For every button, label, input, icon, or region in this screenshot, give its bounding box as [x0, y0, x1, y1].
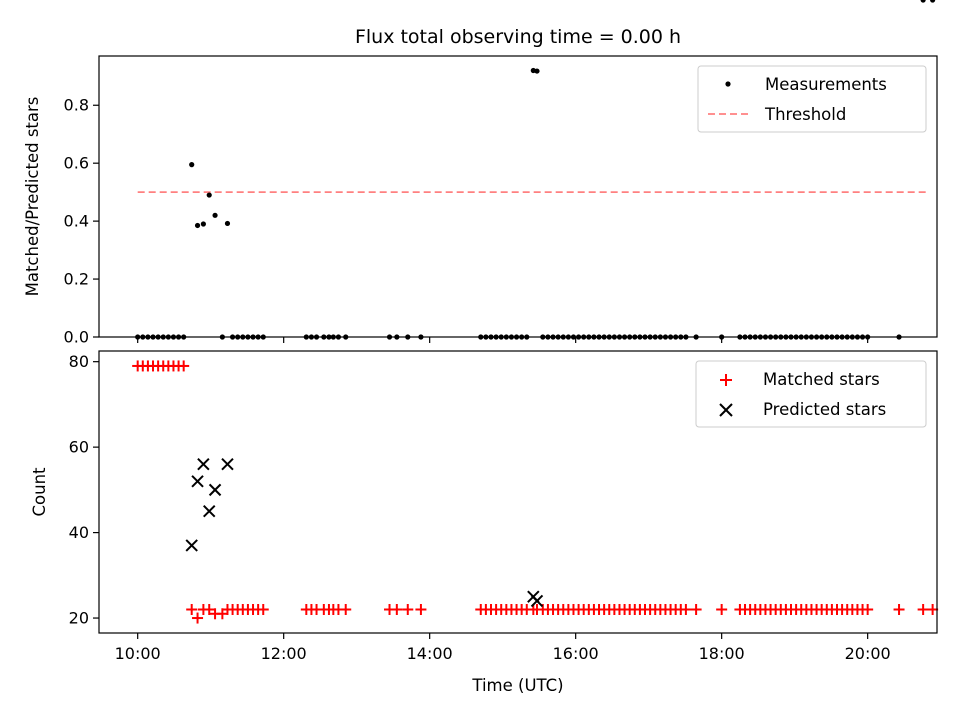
- y-tick-label: 40: [69, 523, 89, 542]
- x-tick-label: 20:00: [845, 644, 891, 663]
- matched-stars-point: [178, 360, 190, 372]
- matched-stars-point: [192, 612, 204, 624]
- matched-stars-point: [917, 604, 929, 615]
- y-tick-label: 20: [69, 609, 89, 628]
- panel-top-x-ticks: [137, 337, 869, 343]
- panel-top-legend: Measurements Threshold: [697, 65, 927, 133]
- legend-top-box: [697, 65, 927, 133]
- legend-matched-marker: [720, 374, 732, 386]
- predicted-stars-point: [185, 539, 198, 552]
- panel-bottom-y-ticks: 20 40 60 80: [69, 352, 99, 628]
- predicted-stars-point: [221, 458, 234, 471]
- matched-stars-point: [862, 604, 874, 615]
- x-tick-label: 10:00: [115, 644, 161, 663]
- matched-stars-point: [186, 604, 198, 615]
- panel-top-frame: [98, 55, 938, 338]
- matched-stars-point: [716, 604, 728, 615]
- y-tick-label: 60: [69, 438, 89, 457]
- x-tick-label: 12:00: [261, 644, 307, 663]
- measurement-point: [200, 221, 206, 227]
- predicted-stars-point: [197, 458, 210, 471]
- panel-bottom-marks: [132, 360, 939, 624]
- predicted-stars-point: [208, 483, 222, 497]
- measurement-point: [930, 0, 936, 3]
- y-tick-label: 0.2: [64, 270, 89, 289]
- panel-bottom-frame: [98, 350, 938, 634]
- measurement-point: [212, 212, 218, 218]
- measurement-point: [224, 220, 231, 227]
- y-tick-label: 0.6: [64, 154, 89, 173]
- matched-stars-point: [402, 604, 414, 615]
- panel-bottom-ylabel: Count: [30, 467, 49, 517]
- matched-stars-point: [203, 604, 215, 615]
- y-tick-label: 0.8: [64, 96, 89, 115]
- predicted-stars-point: [203, 505, 216, 518]
- matched-stars-point: [893, 604, 905, 615]
- legend-measurements-marker: [725, 81, 731, 87]
- legend-threshold-label: Threshold: [764, 105, 846, 124]
- matched-stars-point: [927, 604, 939, 615]
- y-tick-label: 0.4: [64, 212, 89, 231]
- matched-stars-point: [690, 604, 702, 615]
- panel-top-ylabel: Matched/Predicted stars: [23, 97, 42, 297]
- matched-stars-point: [391, 604, 403, 615]
- y-tick-label: 0.0: [64, 328, 89, 347]
- measurement-point: [189, 162, 195, 168]
- legend-bottom-box: [695, 360, 927, 428]
- panel-bottom-x-ticks: 10:00 12:00 14:00 16:00 18:00 20:00: [115, 633, 891, 663]
- y-tick-label: 80: [69, 352, 89, 371]
- measurement-point: [194, 222, 201, 229]
- x-tick-label: 16:00: [553, 644, 599, 663]
- matched-stars-point: [680, 604, 692, 615]
- measurement-point: [206, 192, 212, 198]
- chart-title: Flux total observing time = 0.00 h: [355, 26, 681, 48]
- predicted-stars-point: [530, 594, 544, 608]
- panel-top: 0.00.20.40.60.8 Matched/Predicted stars …: [23, 0, 938, 347]
- matched-stars-point: [340, 604, 352, 615]
- legend-measurements-label: Measurements: [765, 75, 887, 94]
- legend-matched-label: Matched stars: [763, 370, 880, 389]
- x-tick-label: 18:00: [699, 644, 745, 663]
- x-axis-label: Time (UTC): [471, 676, 563, 695]
- measurement-point: [534, 68, 540, 74]
- panel-top-y-ticks: 0.0 0.2 0.4 0.6 0.8: [64, 96, 99, 347]
- legend-predicted-label: Predicted stars: [763, 400, 886, 419]
- legend-predicted-marker: [719, 403, 733, 417]
- x-tick-label: 14:00: [407, 644, 453, 663]
- predicted-stars-point: [191, 475, 204, 488]
- matched-stars-point: [415, 604, 427, 615]
- measurement-point: [920, 0, 926, 3]
- matched-stars-point: [257, 604, 269, 615]
- panel-bottom-legend: Matched stars Predicted stars: [695, 360, 927, 428]
